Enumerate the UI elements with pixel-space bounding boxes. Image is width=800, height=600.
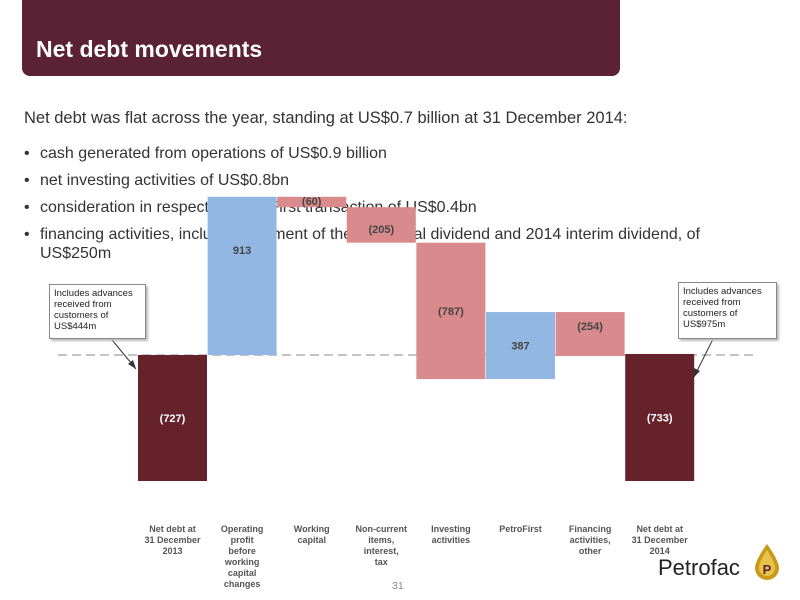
callout-arrow-right: [693, 332, 717, 378]
bullet-marker: •: [24, 172, 30, 189]
intro-text: Net debt was flat across the year, stand…: [24, 109, 628, 127]
data-label-5: (787): [438, 306, 464, 318]
svg-text:P: P: [763, 562, 772, 577]
category-label-3: Working: [294, 524, 330, 534]
bar-2: [207, 196, 277, 356]
slide-title: Net debt movements: [36, 36, 263, 62]
category-label-4: Non-current: [356, 524, 408, 534]
category-label-7: activities,: [570, 535, 611, 545]
category-label-1: Net debt at: [149, 524, 196, 534]
data-label-8: (733): [647, 412, 673, 424]
category-label-4: tax: [375, 557, 388, 567]
data-label-1: (727): [160, 413, 186, 425]
bar-8: [625, 353, 695, 481]
logo-wordmark: Petrofac: [658, 555, 740, 580]
category-label-2: before: [228, 546, 256, 556]
bar-7: [555, 312, 625, 357]
logo-drop-icon: P: [755, 544, 779, 580]
bullet-marker: •: [24, 145, 30, 162]
bar-6: [486, 312, 555, 380]
bullet-marker: •: [24, 226, 30, 243]
bullet-marker: •: [24, 199, 30, 216]
category-label-2: profit: [231, 535, 254, 545]
data-label-7: (254): [577, 321, 603, 333]
bullet-item: • net investing activities of US$0.8bn: [24, 171, 774, 190]
data-label-4: (205): [368, 224, 394, 236]
bar-5: [416, 242, 486, 380]
page-number: 31: [392, 580, 404, 592]
data-label-6: 387: [511, 341, 529, 353]
category-label-2: working: [224, 557, 260, 567]
bar-1: [138, 355, 207, 481]
category-label-8: 31 December: [632, 535, 689, 545]
category-label-3: capital: [297, 535, 326, 545]
callout-2014-advances: Includes advances received from customer…: [678, 282, 777, 339]
category-label-7: other: [579, 546, 602, 556]
category-label-2: Operating: [221, 524, 264, 534]
callout-2013-advances: Includes advances received from customer…: [49, 284, 146, 339]
arrow-head-icon: [694, 368, 700, 377]
category-label-2: capital: [228, 568, 257, 578]
bar-3: [277, 196, 347, 208]
category-label-4: items,: [368, 535, 394, 545]
bullet-item: • cash generated from operations of US$0.…: [24, 144, 774, 163]
category-label-8: 2014: [650, 546, 670, 556]
arrow-head-icon: [128, 360, 136, 369]
category-label-6: PetroFirst: [499, 524, 542, 534]
category-label-5: activities: [432, 535, 471, 545]
category-label-1: 31 December: [144, 535, 201, 545]
data-label-3: (60): [302, 196, 322, 208]
bullet-text: net investing activities of US$0.8bn: [40, 172, 290, 189]
data-label-2: 913: [233, 245, 251, 257]
category-label-1: 2013: [162, 546, 182, 556]
category-label-5: Investing: [431, 524, 471, 534]
category-label-4: interest,: [364, 546, 399, 556]
category-label-8: Net debt at: [636, 524, 683, 534]
category-label-7: Financing: [569, 524, 612, 534]
bullet-text: cash generated from operations of US$0.9…: [40, 145, 387, 162]
category-label-2: changes: [224, 579, 261, 589]
title-bar: Net debt movements: [22, 0, 620, 76]
bar-4: [346, 207, 416, 243]
